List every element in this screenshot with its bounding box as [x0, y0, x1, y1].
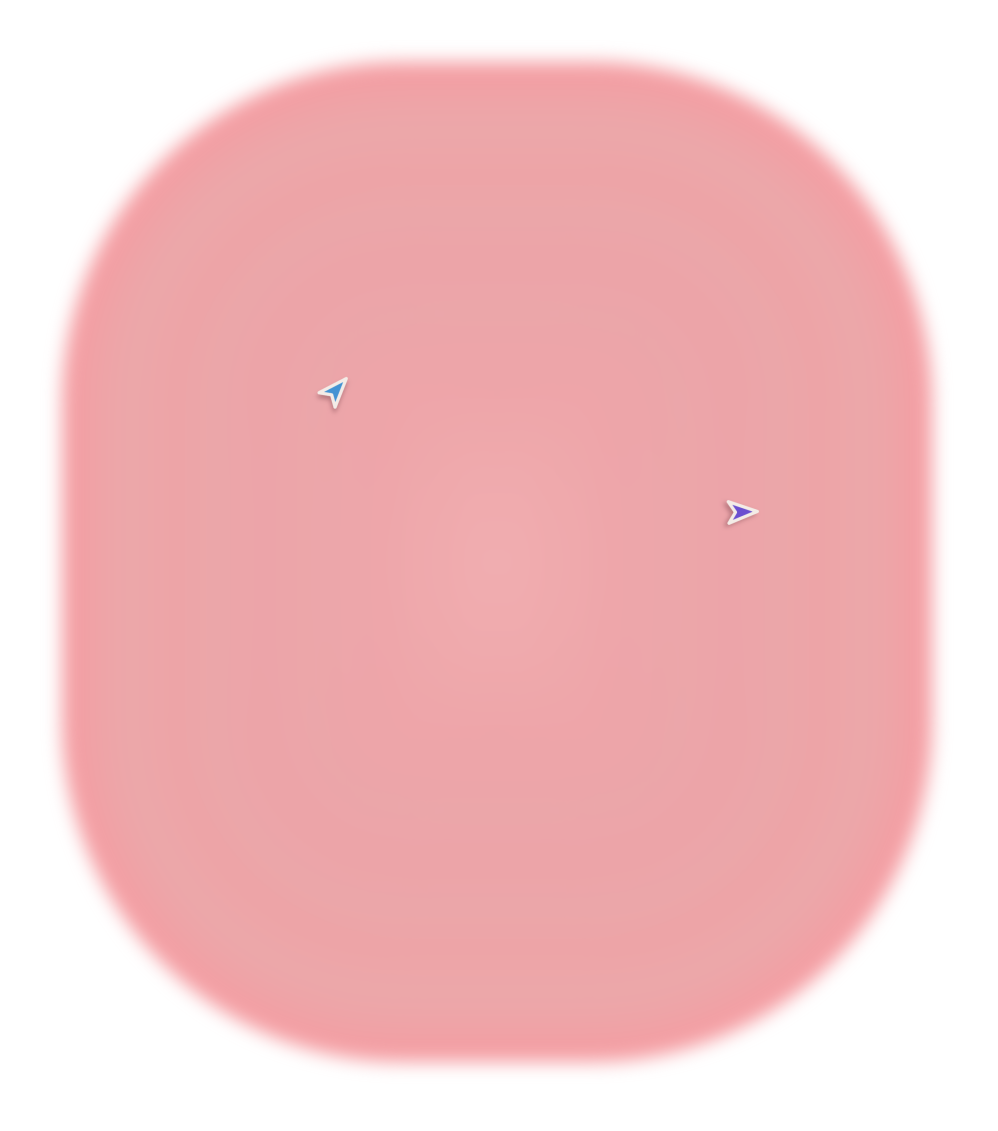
pink-scribble-blob — [62, 62, 932, 1062]
